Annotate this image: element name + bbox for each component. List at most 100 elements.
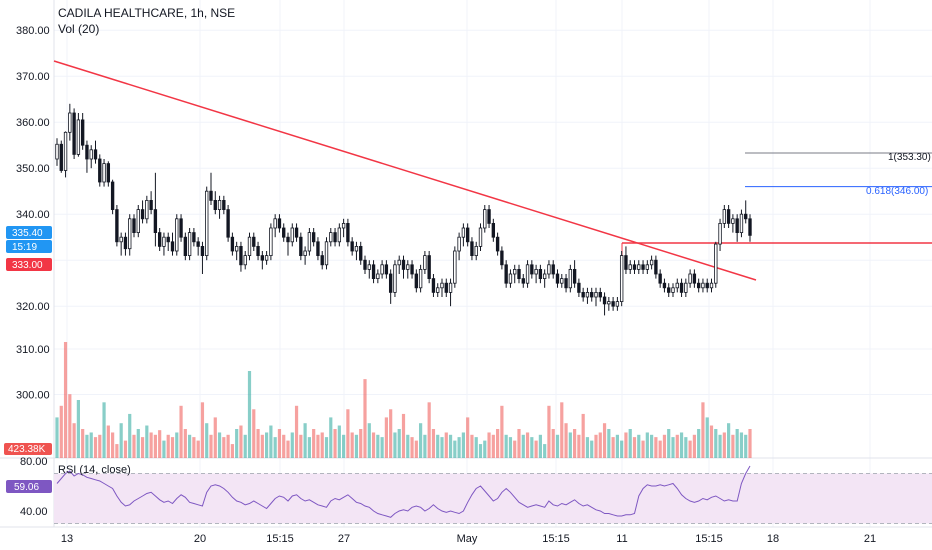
- candle-body: [341, 222, 346, 229]
- volume-bar: [611, 437, 615, 458]
- candle-body: [406, 264, 410, 270]
- volume-bar: [517, 429, 521, 458]
- volume-bar: [748, 429, 752, 458]
- volume-bar: [560, 402, 564, 458]
- countdown-badge-text: 15:19: [12, 242, 37, 253]
- candle-body: [692, 273, 697, 284]
- volume-bar: [359, 429, 363, 458]
- candle-body: [333, 232, 337, 243]
- volume-bar: [175, 432, 179, 458]
- volume-bar: [320, 432, 324, 458]
- volume-bar: [744, 434, 748, 458]
- candle-body: [615, 301, 620, 307]
- volume-bar: [461, 432, 465, 458]
- candle-body: [123, 236, 128, 250]
- volume-bar: [555, 434, 560, 458]
- time-axis[interactable]: 13 20 15:15 27 May 15:15 11 15:15 18 21: [61, 533, 876, 545]
- candle-body: [213, 199, 217, 210]
- volume-bar: [256, 429, 260, 458]
- volume-bar: [286, 440, 290, 458]
- volume-bar: [684, 437, 688, 458]
- volume-bar: [483, 440, 487, 458]
- candle-body: [384, 264, 389, 275]
- volume-bar: [598, 432, 602, 458]
- volume-bar: [106, 425, 110, 458]
- time-tick-label: 18: [767, 533, 779, 545]
- candle-body: [307, 232, 312, 252]
- candle-body: [453, 250, 457, 284]
- rsi-tick-label: 80.00: [20, 456, 48, 468]
- volume-bar: [590, 440, 594, 458]
- volume-bar: [735, 429, 739, 458]
- volume-bar: [140, 437, 145, 458]
- candle-body: [487, 209, 491, 224]
- candle-body: [149, 199, 153, 210]
- rsi-band: [54, 473, 932, 524]
- candle-body: [179, 218, 183, 238]
- volume-bar: [376, 434, 380, 458]
- volume-legend[interactable]: Vol (20): [58, 22, 100, 36]
- volume-bar: [93, 437, 98, 458]
- candle-body: [196, 241, 200, 247]
- candle-body: [205, 190, 209, 256]
- volume-bar: [573, 429, 577, 458]
- candle-body: [431, 278, 436, 293]
- candle-body: [243, 255, 247, 266]
- candle-body: [273, 218, 277, 229]
- candle-body: [560, 278, 564, 284]
- price-tick-label: 350.00: [16, 163, 50, 175]
- volume-bar: [641, 440, 645, 458]
- candle-body: [63, 131, 68, 171]
- volume-bar: [76, 400, 80, 458]
- candle-body: [474, 245, 478, 256]
- candle-body: [93, 149, 98, 160]
- candle-body: [641, 264, 645, 270]
- last-price-badge: [6, 226, 52, 239]
- price-tick-label: 370.00: [16, 71, 50, 83]
- candle-body: [337, 227, 342, 243]
- countdown-badge: [6, 240, 52, 253]
- fib-0618-label: 0.618(346.00): [866, 186, 928, 197]
- volume-bar: [333, 429, 337, 458]
- volume-bar: [371, 432, 376, 458]
- volume-bar: [525, 432, 530, 458]
- volume-bar: [222, 437, 226, 458]
- volume-bar: [170, 437, 175, 458]
- time-tick-label: 27: [338, 533, 350, 545]
- candles: [55, 103, 752, 316]
- volume-bar: [521, 434, 525, 458]
- candle-body: [517, 268, 521, 279]
- volume-bar: [440, 437, 444, 458]
- volume-bar: [701, 402, 705, 458]
- volume-bar: [307, 437, 311, 458]
- volume-bar: [158, 430, 162, 458]
- candle-body: [684, 282, 688, 293]
- volume-bar: [128, 413, 132, 458]
- price-tick-label: 340.00: [16, 209, 50, 221]
- volume-bar: [226, 434, 230, 458]
- price-tick-label: 320.00: [16, 301, 50, 313]
- volume-bar: [149, 432, 153, 458]
- volume-bar: [196, 440, 200, 458]
- candle-body: [80, 119, 85, 146]
- candle-body: [457, 236, 461, 252]
- price-badges: 335.40 15:19 333.00 423.38K 59.06: [4, 226, 52, 493]
- volume-bar: [671, 437, 675, 458]
- price-axis[interactable]: 380.00 370.00 360.00 350.00 340.00 320.00 310.…: [16, 25, 50, 518]
- volume-bar: [414, 440, 418, 458]
- candle-body: [448, 282, 453, 293]
- volume-bar: [247, 371, 252, 458]
- volume-bar: [530, 437, 534, 458]
- candle-body: [260, 255, 265, 261]
- candle-body: [731, 218, 735, 224]
- volume-bar: [444, 432, 448, 458]
- symbol-legend[interactable]: CADILA HEALTHCARE, 1h, NSE: [58, 6, 236, 20]
- rsi-legend[interactable]: RSI (14, close): [58, 464, 131, 476]
- volume-bar: [543, 444, 547, 458]
- candle-body: [739, 213, 744, 233]
- candle-body: [183, 236, 188, 256]
- volume-bar: [568, 432, 572, 458]
- volume-bar: [363, 379, 367, 458]
- time-tick-label: 15:15: [542, 533, 570, 545]
